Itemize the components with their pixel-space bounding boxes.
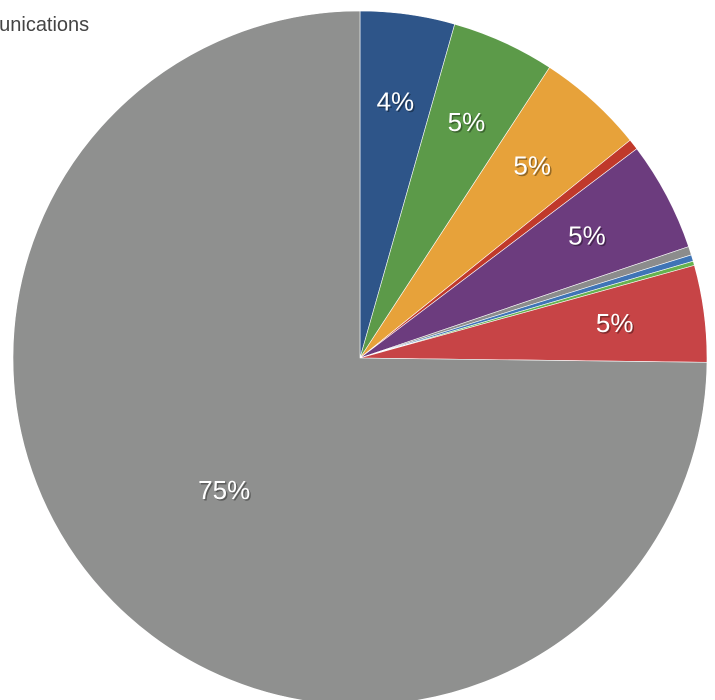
pie-labels: 4%4%5%5%5%5%5%5%5%5%75%75% xyxy=(198,87,635,507)
pie-label-8: 5% xyxy=(596,308,634,338)
pie-label-4: 5% xyxy=(568,221,606,251)
pie-label-shadow-2: 5% xyxy=(515,152,553,182)
pie-slices xyxy=(12,10,708,700)
legend-label-communications: nunications xyxy=(0,14,90,36)
pie-label-shadow-1: 5% xyxy=(449,109,487,139)
pie-label-shadow-0: 4% xyxy=(378,88,416,118)
pie-label-9: 75% xyxy=(198,475,250,505)
pie-label-1: 5% xyxy=(448,107,486,137)
pie-label-shadow-4: 5% xyxy=(570,222,608,252)
pie-slice-9 xyxy=(12,10,708,700)
pie-label-2: 5% xyxy=(513,150,551,180)
pie-label-shadow-9: 75% xyxy=(200,476,252,506)
pie-label-0: 4% xyxy=(377,87,415,117)
pie-label-shadow-8: 5% xyxy=(597,309,635,339)
